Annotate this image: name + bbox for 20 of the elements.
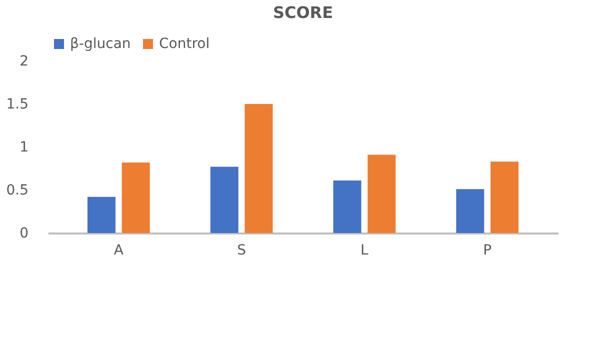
y-tick-label: 0 [20,226,28,242]
y-tick-label: 1.5 [6,96,28,112]
legend-label: Control [159,36,210,52]
bar [456,189,484,233]
bar [87,196,116,233]
bar [490,162,519,233]
legend-label: β-glucan [70,36,131,52]
bar [244,104,273,233]
bar [333,180,362,233]
y-tick-label: 2 [20,54,28,70]
x-tick-label: S [237,242,246,258]
x-tick-label: P [483,242,492,258]
x-tick-label: A [114,242,124,258]
bar [122,162,150,233]
bar [210,166,238,233]
bar [368,154,396,233]
y-tick-label: 0.5 [6,182,28,198]
x-tick-label: L [360,242,369,258]
y-tick-label: 1 [20,140,28,156]
chart-title: SCORE [272,3,334,22]
